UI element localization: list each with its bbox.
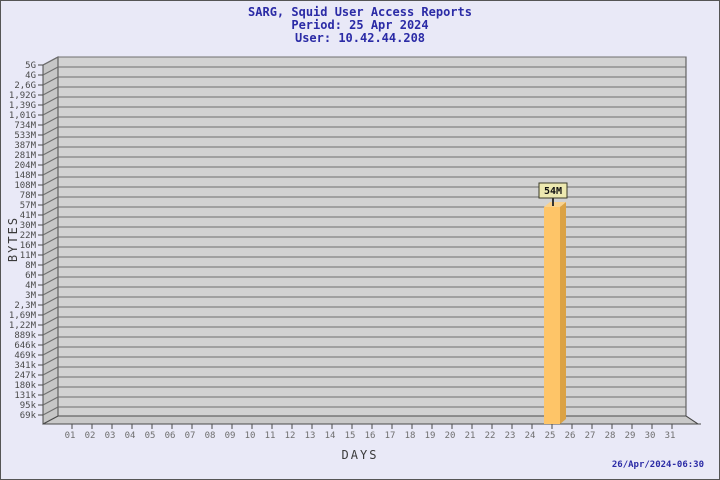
svg-text:889k: 889k [14,331,36,341]
svg-text:2,6G: 2,6G [14,81,36,91]
svg-text:13: 13 [305,431,316,441]
svg-text:3M: 3M [25,291,36,301]
svg-text:11M: 11M [20,251,37,261]
generated-timestamp: 26/Apr/2024-06:30 [611,460,704,470]
svg-text:469k: 469k [14,351,36,361]
svg-text:1,69M: 1,69M [9,311,37,321]
svg-text:2,3M: 2,3M [14,301,36,311]
svg-text:57M: 57M [20,201,37,211]
svg-text:95k: 95k [20,401,37,411]
svg-text:281M: 281M [14,151,36,161]
svg-text:108M: 108M [14,181,36,191]
y-tick-labels: 5G4G2,6G1,92G1,39G1,01G734M533M387M281M2… [9,61,37,421]
svg-text:26: 26 [565,431,576,441]
svg-text:14: 14 [325,431,336,441]
svg-text:19: 19 [425,431,436,441]
svg-text:17: 17 [385,431,396,441]
chart-user: User: 10.42.44.208 [294,31,426,45]
svg-text:387M: 387M [14,141,36,151]
svg-text:16: 16 [365,431,376,441]
svg-text:734M: 734M [14,121,36,131]
svg-text:23: 23 [505,431,516,441]
svg-text:204M: 204M [14,161,36,171]
svg-text:533M: 533M [14,131,36,141]
chart-period: Period: 25 Apr 2024 [291,18,429,32]
y-axis-title: BYTES [6,215,20,263]
svg-text:646k: 646k [14,341,36,351]
svg-text:29: 29 [625,431,636,441]
svg-text:15: 15 [345,431,356,441]
svg-text:04: 04 [125,431,136,441]
svg-text:8M: 8M [25,261,36,271]
svg-text:09: 09 [225,431,236,441]
svg-text:41M: 41M [20,211,37,221]
svg-text:21: 21 [465,431,476,441]
svg-text:30M: 30M [20,221,37,231]
gridlines [38,56,686,416]
svg-text:341k: 341k [14,361,36,371]
svg-text:01: 01 [65,431,76,441]
svg-text:18: 18 [405,431,416,441]
svg-text:07: 07 [185,431,196,441]
chart-title: SARG, Squid User Access Reports [248,5,472,19]
svg-text:247k: 247k [14,371,36,381]
svg-text:27: 27 [585,431,596,441]
svg-text:25: 25 [545,431,556,441]
svg-text:1,39G: 1,39G [9,101,36,111]
svg-text:30: 30 [645,431,656,441]
svg-text:16M: 16M [20,241,37,251]
svg-text:12: 12 [285,431,296,441]
chart-header: SARG, Squid User Access Reports Period: … [1,6,719,45]
svg-text:1,22M: 1,22M [9,321,37,331]
svg-text:24: 24 [525,431,536,441]
chart-right-floor-edge [685,415,699,425]
svg-text:22M: 22M [20,231,37,241]
svg-text:02: 02 [85,431,96,441]
svg-text:31: 31 [665,431,676,441]
chart-floor [42,415,700,425]
x-axis-title: DAYS [341,448,379,462]
svg-text:4G: 4G [25,71,36,81]
svg-text:131k: 131k [14,391,36,401]
svg-text:22: 22 [485,431,496,441]
svg-text:05: 05 [145,431,156,441]
svg-text:78M: 78M [20,191,37,201]
svg-text:4M: 4M [25,281,36,291]
svg-text:6M: 6M [25,271,36,281]
svg-text:54M: 54M [544,186,562,197]
svg-text:69k: 69k [20,411,37,421]
svg-text:1,01G: 1,01G [9,111,36,121]
svg-text:5G: 5G [25,61,36,71]
svg-text:180k: 180k [14,381,36,391]
x-tick-labels: 01 02 03 04 05 06 07 08 09 10 11 12 13 14 15 16 17 18 19 20… [65,424,676,441]
svg-text:08: 08 [205,431,216,441]
svg-text:20: 20 [445,431,456,441]
svg-text:03: 03 [105,431,116,441]
bar-value-annotation: 54M [538,182,568,206]
bar-day-25 [544,202,566,424]
svg-text:11: 11 [265,431,276,441]
svg-text:1,92G: 1,92G [9,91,36,101]
svg-text:06: 06 [165,431,176,441]
svg-text:28: 28 [605,431,616,441]
svg-text:148M: 148M [14,171,36,181]
svg-text:10: 10 [245,431,256,441]
